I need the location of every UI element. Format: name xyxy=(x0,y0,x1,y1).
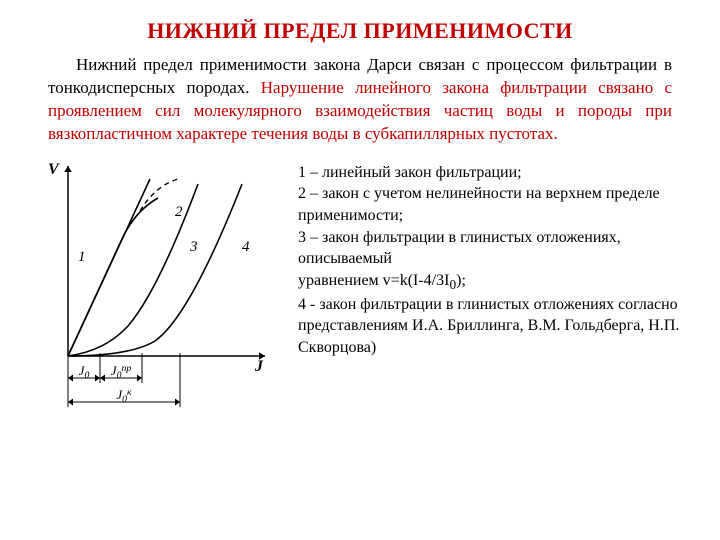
filtration-chart: VJ1234J0J0прJ0к xyxy=(30,156,280,426)
chart-legend: 1 – линейный закон фильтрации; 2 – закон… xyxy=(280,156,684,359)
legend-eq-a: уравнением v=k(I-4/3I xyxy=(298,272,449,289)
svg-text:J: J xyxy=(254,358,264,375)
svg-text:3: 3 xyxy=(189,239,198,255)
svg-text:1: 1 xyxy=(78,249,86,265)
legend-item-3: 3 – закон фильтрации в глинистых отложен… xyxy=(298,227,684,270)
svg-text:4: 4 xyxy=(242,239,250,255)
legend-item-3b: уравнением v=k(I-4/3I0); xyxy=(298,270,684,294)
intro-paragraph: Нижний предел применимости закона Дарси … xyxy=(0,54,720,146)
legend-item-1: 1 – линейный закон фильтрации; xyxy=(298,162,684,184)
content-row: VJ1234J0J0прJ0к 1 – линейный закон фильт… xyxy=(0,146,720,426)
page-title: НИЖНИЙ ПРЕДЕЛ ПРИМЕНИМОСТИ xyxy=(0,0,720,54)
svg-text:V: V xyxy=(48,161,60,178)
legend-item-4: 4 - закон фильтрации в глинистых отложен… xyxy=(298,294,684,359)
svg-text:J0: J0 xyxy=(79,363,90,381)
svg-text:2: 2 xyxy=(175,204,183,220)
legend-item-2: 2 – закон с учетом нелинейности на верхн… xyxy=(298,183,684,226)
legend-eq-b: ); xyxy=(456,272,466,289)
